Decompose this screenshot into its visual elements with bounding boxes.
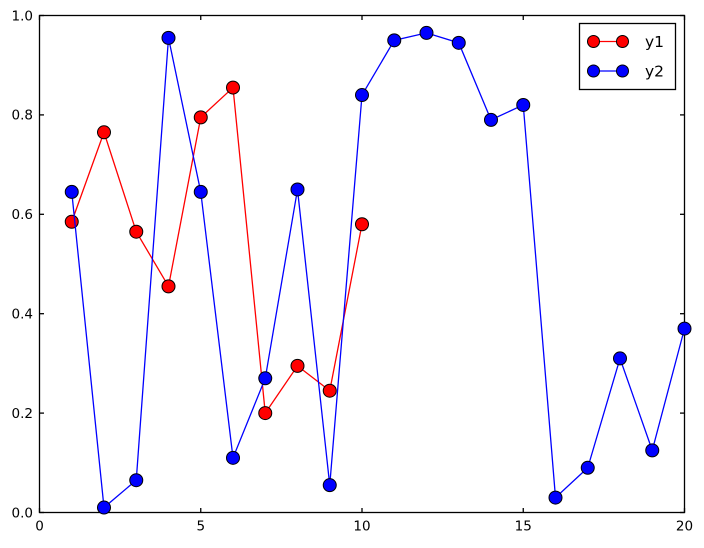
series-y1-marker [258, 406, 273, 421]
legend-marker-y2 [587, 64, 600, 78]
series-y2-marker [193, 184, 208, 199]
series-y2-marker [97, 500, 111, 515]
y-tick-label: 1.0 [12, 8, 33, 24]
y-tick-label: 0.6 [12, 207, 33, 223]
series-y2-marker [484, 112, 498, 127]
series-y2-marker [322, 478, 337, 493]
series-y1-marker [129, 224, 144, 239]
legend-box [578, 22, 677, 91]
series-y2-marker [387, 33, 402, 48]
legend-marker-y2 [616, 64, 629, 78]
series-y1-marker [161, 279, 176, 294]
series-y2-marker [645, 443, 660, 458]
series-y1-marker [290, 358, 305, 373]
series-y2-marker [548, 490, 563, 505]
series-y2-marker [516, 97, 531, 112]
series-y2-marker [613, 351, 627, 366]
x-tick-label: 15 [515, 519, 532, 535]
series-y2-marker [161, 30, 176, 45]
series-y2-marker [419, 25, 434, 40]
series-y2-marker [355, 88, 369, 103]
series-y1-marker [193, 110, 208, 125]
series-y1-marker [64, 214, 79, 229]
y-tick-label: 0.0 [12, 505, 33, 521]
series-y1-marker [226, 80, 240, 95]
series-y2-marker [290, 182, 305, 197]
series-y1-marker [355, 217, 369, 232]
series-y2-marker [226, 450, 240, 465]
legend-label-y2: y2 [645, 63, 664, 81]
x-tick-label: 10 [353, 519, 370, 535]
y-tick-label: 0.4 [12, 307, 33, 323]
series-y2-marker [580, 460, 595, 475]
legend-marker-y1 [616, 35, 629, 48]
x-tick-label: 0 [35, 519, 44, 535]
y-tick-label: 0.2 [12, 406, 33, 422]
legend-label-y1: y1 [645, 33, 664, 51]
series-y1-line [71, 86, 363, 415]
x-tick-label: 20 [676, 519, 693, 535]
series-y2-marker [258, 371, 273, 386]
y-tick-label: 0.8 [12, 108, 33, 124]
series-y2-marker [64, 184, 79, 199]
series-y2-marker [677, 321, 692, 336]
legend-marker-y1 [587, 35, 600, 48]
series-y1-marker [97, 125, 111, 140]
series-y1-marker [322, 383, 337, 398]
series-y2-marker [451, 35, 466, 50]
x-tick-label: 5 [196, 519, 205, 535]
series-y2-line [71, 32, 686, 509]
series-y2-marker [129, 473, 144, 488]
